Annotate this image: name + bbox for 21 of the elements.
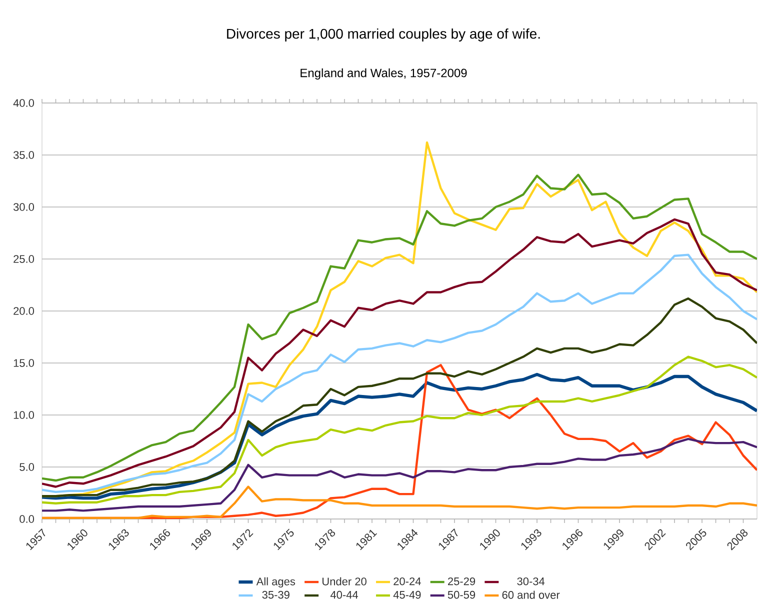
legend-label: 50-59	[448, 590, 476, 599]
y-tick-label: 20.0	[14, 307, 34, 315]
y-tick-label: 15.0	[14, 359, 34, 367]
legend-label: 20-24	[394, 577, 421, 586]
y-tick-label: 25.0	[14, 255, 34, 263]
legend-label: 40-44	[330, 590, 358, 599]
chart-subtitle: England and Wales, 1957-2009	[300, 68, 467, 80]
chart-title: Divorces per 1,000 married couples by age of wife.	[227, 28, 540, 42]
y-tick-label: 0.0	[20, 515, 34, 523]
legend-label: 35-39	[262, 590, 290, 599]
y-tick-label: 30.0	[13, 203, 34, 211]
legend-label: 25-29	[448, 577, 476, 586]
legend-label: 30-34	[517, 577, 545, 586]
legend-label: All ages	[256, 577, 296, 588]
legend-label: 45-49	[393, 590, 421, 599]
legend-label: 60 and over	[502, 590, 560, 599]
legend-label: Under 20	[322, 577, 366, 586]
y-tick-label: 5.0	[20, 463, 34, 471]
y-tick-label: 40.0	[13, 99, 34, 107]
y-tick-label: 35.0	[13, 151, 34, 159]
y-tick-label: 10.0	[14, 411, 34, 419]
